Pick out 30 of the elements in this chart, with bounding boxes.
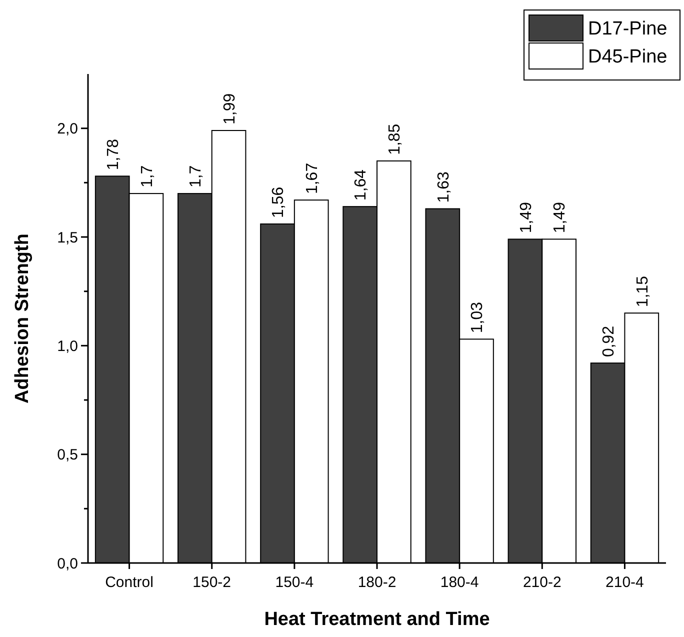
- data-label: 1,15: [634, 276, 652, 308]
- data-label: 1,63: [435, 172, 452, 203]
- data-label: 1,64: [352, 169, 370, 201]
- data-label: 1,56: [270, 186, 288, 218]
- y-axis-title: Adhesion Strength: [12, 234, 33, 404]
- data-label: 1,99: [221, 93, 238, 125]
- data-label: 1,7: [138, 165, 156, 188]
- y-tick-label: 1,5: [57, 229, 78, 246]
- data-label: 1,49: [518, 202, 535, 234]
- x-tick-label: 150-4: [275, 574, 314, 591]
- data-label: 1,03: [469, 302, 486, 334]
- y-tick-label: 0,5: [57, 446, 78, 464]
- data-label: 1,78: [104, 138, 122, 170]
- data-label: 0,92: [600, 326, 618, 358]
- x-axis-title: Heat Treatment and Time: [264, 609, 490, 630]
- x-tick-label: 150-2: [192, 574, 232, 591]
- data-label: 1,85: [386, 124, 404, 155]
- x-tick-label: Control: [105, 574, 154, 591]
- x-tick-label: 180-2: [358, 574, 396, 591]
- legend-label: D17-Pine: [588, 18, 668, 40]
- data-label: 1,67: [304, 162, 321, 194]
- data-label: 1,49: [552, 202, 569, 234]
- x-tick-label: 210-4: [606, 574, 644, 591]
- x-tick-label: 180-4: [440, 574, 479, 591]
- y-tick-label: 0,0: [57, 555, 78, 572]
- y-tick-label: 2,0: [57, 120, 78, 138]
- legend-label: D45-Pine: [588, 46, 668, 68]
- data-label: 1,7: [188, 165, 205, 188]
- x-tick-label: 210-2: [522, 574, 562, 591]
- y-tick-label: 1,0: [57, 338, 78, 355]
